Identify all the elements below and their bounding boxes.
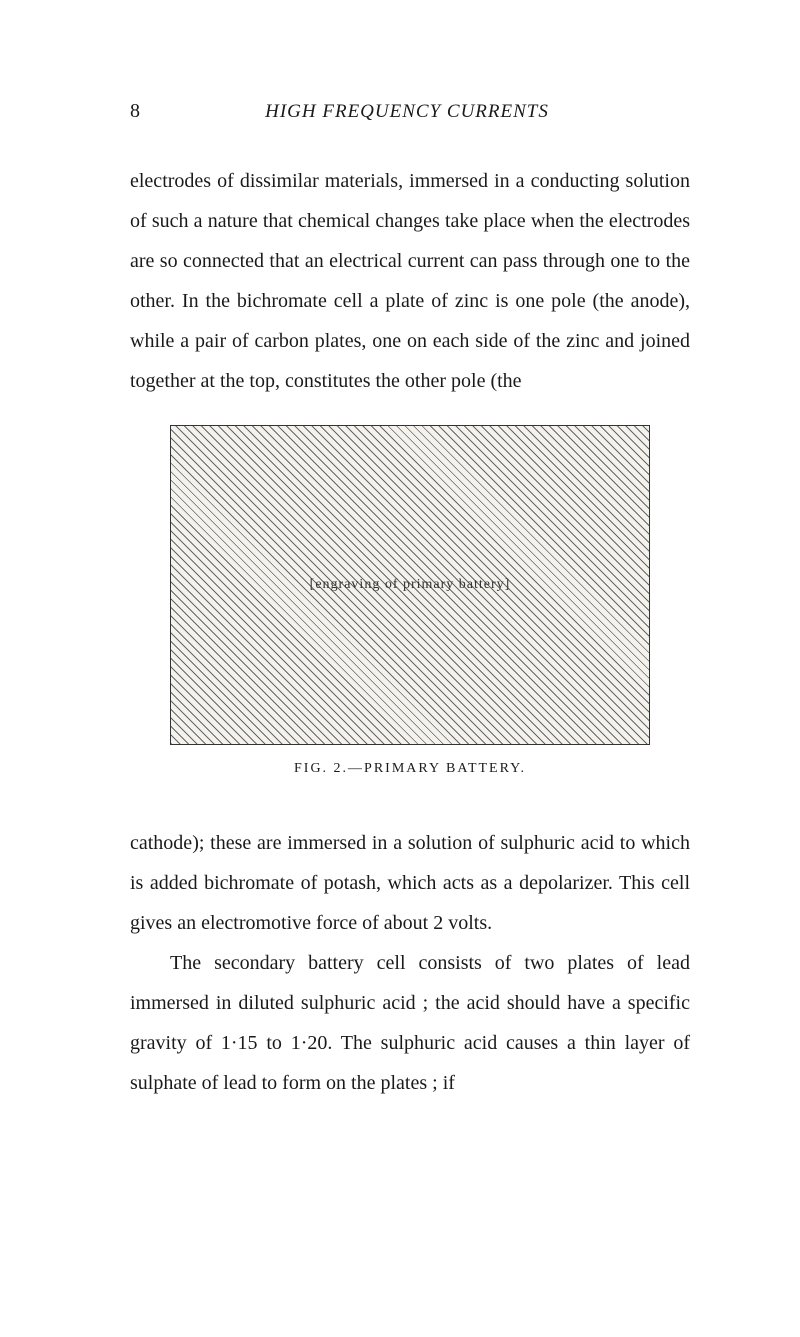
page: 8 HIGH FREQUENCY CURRENTS electrodes of … xyxy=(0,0,800,1337)
figure-block: [engraving of primary battery] FIG. 2.—P… xyxy=(130,425,690,777)
running-title: HIGH FREQUENCY CURRENTS xyxy=(265,101,549,123)
figure-image: [engraving of primary battery] xyxy=(170,425,650,745)
paragraph-2: cathode); these are immersed in a soluti… xyxy=(130,823,690,943)
paragraph-3: The secondary battery cell consists of t… xyxy=(130,943,690,1103)
figure-caption: FIG. 2.—PRIMARY BATTERY. xyxy=(294,761,526,777)
page-header: 8 HIGH FREQUENCY CURRENTS xyxy=(130,100,690,123)
paragraph-1: electrodes of dissimilar materials, imme… xyxy=(130,161,690,401)
page-number: 8 xyxy=(130,100,140,123)
